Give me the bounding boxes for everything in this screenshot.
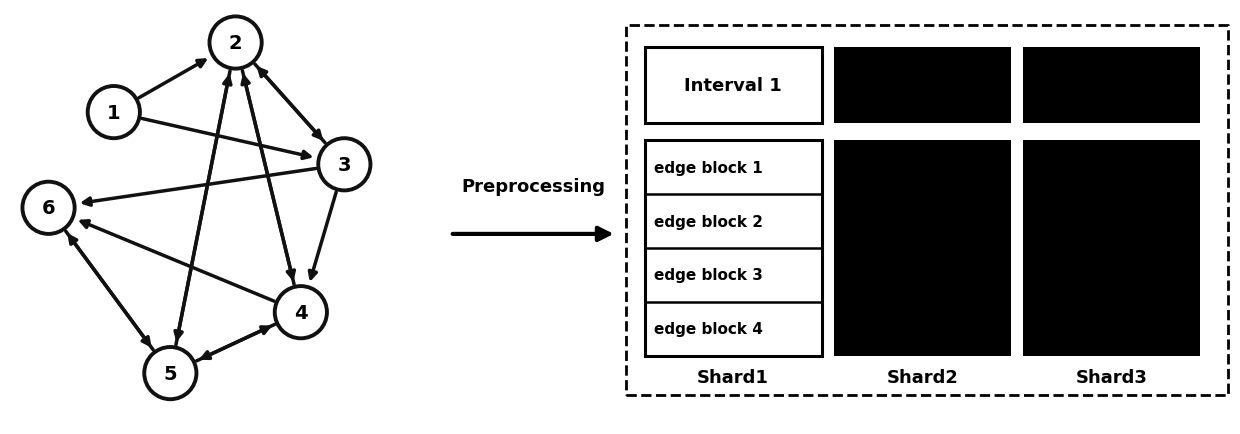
- Text: edge block 4: edge block 4: [655, 322, 763, 336]
- Circle shape: [275, 286, 327, 339]
- Text: edge block 3: edge block 3: [655, 268, 763, 283]
- Text: 3: 3: [337, 155, 351, 174]
- Text: 2: 2: [229, 34, 242, 53]
- Bar: [645, 141, 821, 356]
- Circle shape: [22, 182, 74, 234]
- Text: edge block 1: edge block 1: [655, 161, 763, 175]
- Bar: [833, 141, 1011, 356]
- Circle shape: [144, 347, 196, 399]
- Circle shape: [88, 87, 140, 139]
- Text: Shard1: Shard1: [697, 368, 769, 387]
- Circle shape: [210, 17, 262, 69]
- Bar: [1023, 141, 1200, 356]
- Text: 6: 6: [42, 199, 56, 218]
- Text: Shard3: Shard3: [1075, 368, 1147, 387]
- Bar: [645, 48, 821, 124]
- Text: Shard2: Shard2: [887, 368, 959, 387]
- Circle shape: [319, 139, 371, 191]
- Text: 5: 5: [164, 364, 177, 383]
- Text: Interval 1: Interval 1: [684, 77, 782, 95]
- Text: Preprocessing: Preprocessing: [461, 178, 605, 195]
- Text: 1: 1: [107, 103, 120, 122]
- Bar: [1023, 48, 1200, 124]
- Bar: [833, 48, 1011, 124]
- Text: 4: 4: [294, 303, 308, 322]
- Text: edge block 2: edge block 2: [655, 214, 763, 229]
